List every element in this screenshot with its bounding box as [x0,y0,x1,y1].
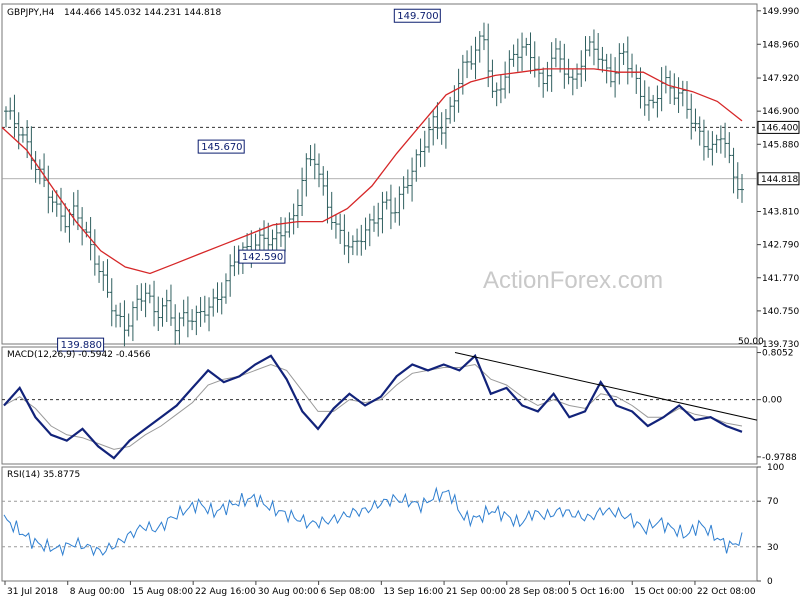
xtick-label: 30 Aug 00:00 [258,587,319,597]
xtick-label: 22 Oct 08:00 [697,587,756,597]
price-ytick-label: 148.960 [762,40,799,50]
price-ytick-label: 141.770 [762,274,799,284]
sma-label: 50.00 [738,337,764,347]
ohlc-open: 144.466 [64,8,101,18]
resistance-label: 146.400 [761,123,798,133]
macd-line [3,353,743,460]
price-callout-label: 139.880 [61,340,102,351]
rsi-ytick-label: 0 [767,577,773,587]
xtick-label: 15 Oct 00:00 [634,587,693,597]
price-callout-label: 149.700 [397,11,438,22]
xtick-label: 13 Sep 16:00 [383,587,443,597]
price-callout-label: 142.590 [242,252,283,263]
macd-signal-line [3,363,743,450]
rsi-panel-frame [1,466,758,582]
price-ytick-label: 146.900 [762,107,799,117]
price-ytick-label: 147.920 [762,74,799,84]
macd-trendline [454,352,758,421]
xtick-label: 8 Aug 00:00 [70,587,125,597]
xtick-label: 28 Sep 08:00 [509,587,569,597]
ohlc-low: 144.231 [144,8,181,18]
sma-line [1,68,743,275]
rsi-ytick-label: 70 [767,497,779,507]
rsi-line [3,486,743,557]
rsi-ytick-label: 30 [767,543,779,553]
price-callout-box [238,249,286,264]
macd-panel-title: MACD(12,26,9) -0.5942 -0.4566 [7,350,151,360]
xtick-label: 5 Oct 16:00 [572,587,625,597]
price-panel-frame [1,3,758,345]
rsi-ytick-label: 100 [767,463,784,473]
price-ytick-label: 149.990 [762,7,799,17]
current-price-label-box [757,172,800,186]
ohlc-high: 145.032 [104,8,141,18]
xtick-label: 22 Aug 16:00 [195,587,256,597]
xtick-label: 15 Aug 08:00 [132,587,193,597]
resistance-label-box [757,120,800,134]
macd-panel-frame [1,346,758,465]
price-callout-label: 145.670 [201,142,242,153]
price-callout-box [393,8,441,23]
price-ytick-label: 139.730 [762,340,799,350]
watermark: ActionForex.com [483,267,663,294]
macd-ytick-label: -0.9788 [762,453,797,463]
current-price-label: 144.818 [761,175,798,185]
macd-ytick-label: 0.8052 [762,349,794,359]
price-ytick-label: 142.790 [762,241,799,251]
macd-ytick-label: 0.00 [762,396,782,406]
xtick-label: 6 Sep 08:00 [321,587,376,597]
price-ytick-label: 145.880 [762,140,799,150]
ohlc-close: 144.818 [184,8,221,18]
xtick-label: 21 Sep 00:00 [446,587,506,597]
rsi-panel-title: RSI(14) 35.8775 [7,470,80,480]
price-callout-box [197,139,245,154]
price-ytick-label: 143.810 [762,208,799,218]
price-ytick-label: 140.750 [762,307,799,317]
price-panel-title: GBPJPY,H4 [7,8,55,18]
price-callout-box [57,337,105,352]
xtick-label: 31 Jul 2018 [7,587,58,597]
